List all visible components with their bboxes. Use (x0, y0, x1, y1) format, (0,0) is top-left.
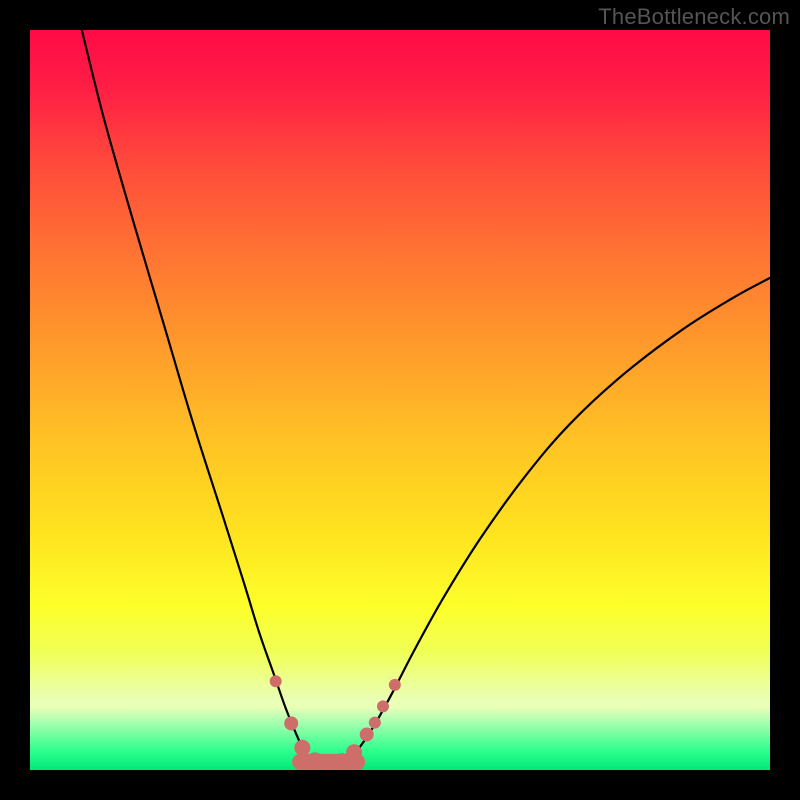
watermark-text: TheBottleneck.com (598, 4, 790, 30)
marker-dot (369, 717, 381, 729)
marker-dot (389, 679, 401, 691)
marker-dot (360, 727, 374, 741)
marker-dot (346, 744, 362, 760)
marker-dot (377, 700, 389, 712)
marker-dot (284, 716, 298, 730)
plot-area (30, 30, 770, 770)
marker-dot (270, 675, 282, 687)
outer-frame: TheBottleneck.com (0, 0, 800, 800)
marker-dot (294, 740, 310, 756)
markers-layer (30, 30, 770, 770)
marker-dot (307, 752, 323, 768)
